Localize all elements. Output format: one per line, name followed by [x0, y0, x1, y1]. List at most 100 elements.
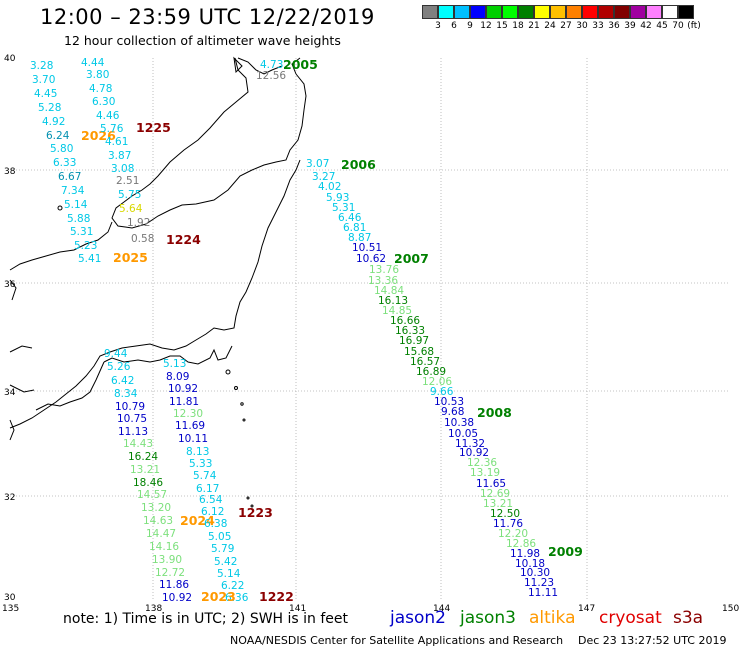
- time-label-jason3: 2007: [394, 251, 429, 266]
- legend-label: 70: [672, 21, 684, 31]
- wave-height-label: 9.44: [104, 348, 128, 360]
- coastline: [9, 57, 307, 441]
- wave-height-label: 6.33: [53, 157, 76, 169]
- wave-height-label: 11.86: [159, 579, 189, 591]
- wave-height-label: 16.97: [399, 335, 429, 347]
- legend-swatch: [486, 5, 502, 19]
- legend-label: 15: [496, 21, 508, 31]
- legend-swatch: [454, 5, 470, 19]
- wave-height-label: 13.19: [470, 467, 500, 479]
- footer-timestamp: Dec 23 13:27:52 UTC 2019: [578, 634, 727, 647]
- wave-height-label: 16.89: [416, 366, 446, 378]
- wave-height-label: 13.36: [368, 275, 398, 287]
- legend-swatches: [422, 5, 702, 19]
- wave-height-label: 6.54: [199, 494, 223, 506]
- wave-height-label: 13.90: [152, 554, 182, 566]
- page-title: 12:00 – 23:59 UTC 12/22/2019: [40, 5, 375, 29]
- legend-swatch: [630, 5, 646, 19]
- wave-height-label: 6.22: [221, 580, 244, 592]
- legend-swatch: [678, 5, 694, 19]
- wave-height-label: 8.34: [114, 388, 138, 400]
- wave-height-label: 2.51: [116, 175, 139, 187]
- wave-height-label: 14.43: [123, 438, 153, 450]
- wave-height-label: 12.30: [173, 408, 203, 420]
- legend-label: 21: [528, 21, 540, 31]
- wave-height-label: 12.86: [506, 538, 536, 550]
- lon-label: 135: [2, 604, 19, 614]
- wave-height-label: 5.76: [100, 123, 124, 135]
- legend-swatch: [582, 5, 598, 19]
- lat-label: 32: [4, 493, 15, 503]
- wave-height-label: 5.79: [211, 543, 234, 555]
- lon-label: 141: [289, 604, 306, 614]
- wave-height-label: 11.23: [524, 577, 554, 589]
- time-label-jason3: 2005: [283, 57, 318, 72]
- page-subtitle: 12 hour collection of altimeter wave hei…: [64, 33, 341, 48]
- wave-height-label: 10.53: [434, 396, 464, 408]
- lon-label: 144: [433, 604, 450, 614]
- wave-height-label: 3.27: [312, 171, 335, 183]
- wave-height-label: 5.74: [193, 470, 217, 482]
- wave-height-label: 5.88: [67, 213, 90, 225]
- legend-label: 12: [480, 21, 492, 31]
- legend-label: 6: [451, 21, 457, 31]
- color-legend: 3 6 9 12 15 18 21 24 27 30 33 36 39 42 45 70 (ft): [422, 5, 702, 31]
- wave-height-label: 5.33: [189, 458, 212, 470]
- legend-swatch: [614, 5, 630, 19]
- legend-swatch: [438, 5, 454, 19]
- lon-axis-labels: 135 138 141 144 147 150: [2, 604, 739, 614]
- lon-label: 147: [578, 604, 595, 614]
- wave-height-label: 6.36: [225, 592, 249, 604]
- legend-s3a: s3a: [673, 608, 704, 628]
- wave-height-label: 14.47: [146, 528, 176, 540]
- wave-height-label: 16.66: [390, 315, 420, 327]
- legend-label: 33: [592, 21, 604, 31]
- legend-label: 3: [435, 21, 441, 31]
- time-label-jason3: 2006: [341, 157, 376, 172]
- lat-label: 40: [4, 54, 16, 64]
- wave-height-label: 4.73: [260, 59, 283, 71]
- wave-height-label: 5.28: [38, 102, 61, 114]
- track-1223: 5.13 8.09 10.92 11.81 12.30 11.69 10.11 …: [163, 358, 273, 604]
- wave-height-label: 6.30: [92, 96, 115, 108]
- lat-label: 36: [4, 280, 16, 290]
- wave-height-label: 10.18: [515, 558, 545, 570]
- legend-label: 9: [467, 21, 473, 31]
- wave-height-label: 12.20: [498, 528, 528, 540]
- wave-height-label: 3.87: [108, 150, 131, 162]
- wave-height-label: 11.65: [476, 478, 506, 490]
- legend-swatch: [422, 5, 438, 19]
- wave-height-label: 12.36: [467, 457, 497, 469]
- legend-swatch: [534, 5, 550, 19]
- legend-labels: 3 6 9 12 15 18 21 24 27 30 33 36 39 42 45 70 (ft): [422, 19, 702, 31]
- wave-height-label: 3.28: [30, 60, 53, 72]
- lon-label: 138: [145, 604, 162, 614]
- islands: [57, 56, 254, 508]
- wave-height-label: 16.57: [410, 356, 440, 368]
- wave-height-label: 6.38: [204, 518, 227, 530]
- wave-height-label: 5.05: [208, 531, 231, 543]
- time-label-altika: 2025: [113, 250, 148, 265]
- wave-height-label: 10.51: [352, 242, 382, 254]
- legend-label: 36: [608, 21, 620, 31]
- wave-height-label: 10.75: [117, 413, 147, 425]
- wave-height-label: 6.81: [343, 222, 366, 234]
- wave-height-label: 10.92: [168, 383, 198, 395]
- wave-height-label: 13.76: [369, 264, 399, 276]
- legend-altika: altika: [529, 608, 576, 628]
- legend-swatch: [470, 5, 486, 19]
- wave-height-label: 6.46: [338, 212, 362, 224]
- wave-height-label: 10.92: [162, 592, 192, 604]
- wave-height-label: 4.61: [105, 136, 128, 148]
- legend-swatch: [598, 5, 614, 19]
- wave-height-label: 4.46: [96, 110, 120, 122]
- wave-height-label: 14.84: [374, 285, 404, 297]
- wave-height-label: 18.46: [133, 477, 163, 489]
- time-label-jason3: 2008: [477, 405, 512, 420]
- wave-height-label: 16.13: [378, 295, 408, 307]
- legend-label: 18: [512, 21, 524, 31]
- wave-height-label: 8.87: [348, 232, 371, 244]
- wave-height-label: 5.31: [70, 226, 93, 238]
- wave-height-label: 4.02: [318, 181, 341, 193]
